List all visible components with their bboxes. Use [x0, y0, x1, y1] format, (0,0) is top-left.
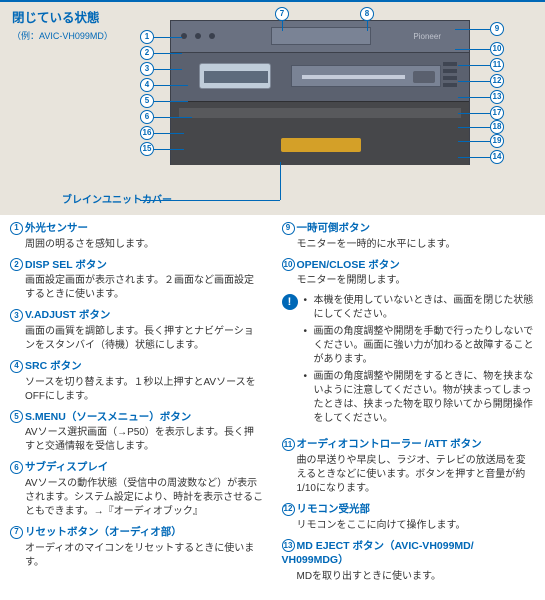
item-body: リモコンをここに向けて操作します。 [297, 519, 536, 533]
callout-15: 15 [140, 142, 154, 156]
item-num: 13 [282, 539, 295, 552]
item-11: 11オーディオコントローラー /ATT ボタン 曲の早送りや早戻し、ラジオ、テレ… [282, 437, 536, 496]
callout-16: 16 [140, 126, 154, 140]
item-1: 1外光センサー 周囲の明るさを感知します。 [10, 221, 264, 252]
item-title: DISP SEL ボタン [25, 259, 107, 271]
item-13: 13MD EJECT ボタン（AVIC-VH099MD/ VH099MDG） M… [282, 539, 536, 584]
item-num: 9 [282, 222, 295, 235]
brain-unit-cover-label: ブレインユニットカバー [62, 194, 172, 208]
item-title: 一時可倒ボタン [297, 222, 371, 234]
callout-1: 1 [140, 30, 154, 44]
device-bottom-panel [171, 101, 469, 165]
item-title: SRC ボタン [25, 360, 82, 372]
sub-display [199, 63, 271, 89]
callout-6: 6 [140, 110, 154, 124]
callout-14: 14 [490, 150, 504, 164]
note-bullet: 本機を使用していないときは、画面を閉じた状態にしてください。 [304, 294, 536, 322]
callout-11: 11 [490, 58, 504, 72]
item-num: 12 [282, 503, 295, 516]
item-body: AVソース選択画面（→P50）を表示します。長く押すと交通情報を受信します。 [25, 426, 264, 454]
item-12: 12リモコン受光部 リモコンをここに向けて操作します。 [282, 502, 536, 533]
item-body: モニターを開閉します。 [297, 274, 536, 288]
item-num: 11 [282, 438, 295, 451]
callout-9: 9 [490, 22, 504, 36]
descriptions: 1外光センサー 周囲の明るさを感知します。 2DISP SEL ボタン 画面設定… [0, 215, 545, 600]
disc-slot [291, 65, 441, 87]
item-title: リモコン受光部 [297, 503, 371, 515]
item-num: 7 [10, 526, 23, 539]
device-top-panel: Pioneer [171, 21, 469, 53]
item-title: オーディオコントローラー /ATT ボタン [297, 438, 482, 450]
item-10: 10OPEN/CLOSE ボタン モニターを開閉します。 [282, 258, 536, 289]
item-title: サブディスプレイ [25, 461, 108, 473]
callout-5: 5 [140, 94, 154, 108]
item-body: 周囲の明るさを感知します。 [25, 238, 264, 252]
callout-10: 10 [490, 42, 504, 56]
callout-8: 8 [360, 7, 374, 21]
item-num: 1 [10, 222, 23, 235]
caution-icon: ! [282, 294, 298, 310]
callout-4: 4 [140, 78, 154, 92]
item-title: S.MENU（ソースメニュー）ボタン [25, 411, 191, 423]
item-body: ソースを切り替えます。１秒以上押すとAVソースをOFFにします。 [25, 376, 264, 404]
item-5: 5S.MENU（ソースメニュー）ボタン AVソース選択画面（→P50）を表示しま… [10, 410, 264, 455]
item-num: 10 [282, 258, 295, 271]
note-bullet: 画面の角度調整や開閉を手動で行ったりしないでください。画面に強い力が加わると故障… [304, 325, 536, 367]
item-4: 4SRC ボタン ソースを切り替えます。１秒以上押すとAVソースをOFFにします… [10, 359, 264, 404]
item-body: 画面の画質を調節します。長く押すとナビゲーションをスタンバイ（待機）状態にします… [25, 325, 264, 353]
item-num: 2 [10, 258, 23, 271]
left-column: 1外光センサー 周囲の明るさを感知します。 2DISP SEL ボタン 画面設定… [10, 221, 264, 590]
device-mid-panel [171, 53, 469, 101]
side-buttons [443, 59, 463, 90]
item-title: OPEN/CLOSE ボタン [297, 259, 400, 271]
callout-7: 7 [275, 7, 289, 21]
item-2: 2DISP SEL ボタン 画面設定画面が表示されます。２画面など画面設定すると… [10, 258, 264, 303]
item-title: MD EJECT ボタン（AVIC-VH099MD/ VH099MDG） [282, 540, 474, 567]
callout-2: 2 [140, 46, 154, 60]
note-bullet: 画面の角度調整や開閉をするときに、物を挟まないように注意してください。物が挟まっ… [304, 370, 536, 426]
item-body: 曲の早送りや早戻し、ラジオ、テレビの放送局を変えるときなどに使います。ボタンを押… [297, 454, 536, 496]
callout-13: 13 [490, 90, 504, 104]
item-7: 7リセットボタン（オーディオ部） オーディオのマイコンをリセットするときに使いま… [10, 525, 264, 570]
item-title: リセットボタン（オーディオ部） [25, 526, 182, 538]
diagram-area: 閉じている状態 （例：AVIC-VH099MD） Pioneer 1 2 3 4… [0, 0, 545, 215]
item-num: 6 [10, 461, 23, 474]
callout-19: 19 [490, 134, 504, 148]
item-body: モニターを一時的に水平にします。 [297, 238, 536, 252]
item-title: 外光センサー [25, 222, 88, 234]
item-num: 5 [10, 410, 23, 423]
callout-17: 17 [490, 106, 504, 120]
item-num: 4 [10, 360, 23, 373]
item-body: MDを取り出すときに使います。 [297, 570, 536, 584]
callout-12: 12 [490, 74, 504, 88]
right-column: 9一時可倒ボタン モニターを一時的に水平にします。 10OPEN/CLOSE ボ… [282, 221, 536, 590]
caution-note: ! 本機を使用していないときは、画面を閉じた状態にしてください。 画面の角度調整… [282, 294, 536, 429]
item-body: 画面設定画面が表示されます。２画面など画面設定するときに使います。 [25, 274, 264, 302]
brand-logo: Pioneer [413, 31, 441, 42]
callout-18: 18 [490, 120, 504, 134]
item-9: 9一時可倒ボタン モニターを一時的に水平にします。 [282, 221, 536, 252]
item-num: 3 [10, 309, 23, 322]
item-3: 3V.ADJUST ボタン 画面の画質を調節します。長く押すとナビゲーションをス… [10, 308, 264, 353]
item-title: V.ADJUST ボタン [25, 309, 110, 321]
callout-3: 3 [140, 62, 154, 76]
item-body: AVソースの動作状態（受信中の周波数など）が表示されます。システム設定により、時… [25, 477, 264, 519]
item-6: 6サブディスプレイ AVソースの動作状態（受信中の周波数など）が表示されます。シ… [10, 460, 264, 519]
device-illustration: Pioneer [170, 20, 470, 165]
item-body: オーディオのマイコンをリセットするときに使います。 [25, 542, 264, 570]
